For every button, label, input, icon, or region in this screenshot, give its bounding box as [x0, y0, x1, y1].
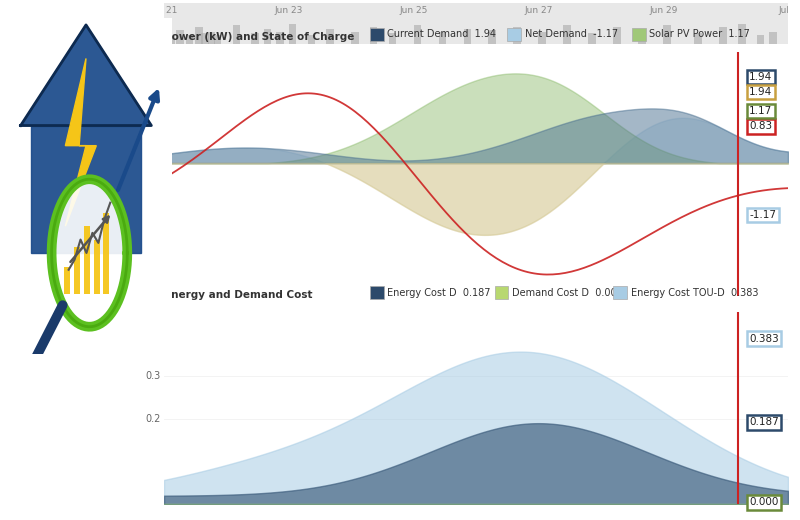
Text: Jun 25: Jun 25 [399, 6, 428, 15]
Bar [307, 35, 315, 44]
FancyBboxPatch shape [370, 286, 384, 300]
Text: Demand Cost D  0.000: Demand Cost D 0.000 [512, 288, 623, 298]
Text: Jun 27: Jun 27 [524, 6, 553, 15]
Polygon shape [31, 125, 141, 253]
Text: 0.383: 0.383 [750, 333, 779, 344]
Text: Energy Cost TOU-D  0.383: Energy Cost TOU-D 0.383 [630, 288, 758, 298]
Bar [208, 32, 215, 44]
Bar [614, 27, 621, 44]
Text: 1.94: 1.94 [750, 72, 773, 82]
Text: Jun 23: Jun 23 [274, 6, 303, 15]
Bar [264, 29, 271, 44]
Bar [489, 30, 496, 44]
Bar [538, 32, 546, 44]
Bar [326, 29, 334, 44]
Bar [167, 36, 174, 44]
Bar [738, 24, 746, 44]
Bar [719, 27, 727, 44]
Bar [251, 33, 259, 44]
Text: Energy and Demand Cost: Energy and Demand Cost [164, 291, 313, 301]
Bar [233, 25, 240, 44]
Bar [83, 227, 90, 294]
Bar [276, 32, 284, 44]
Text: 0.2: 0.2 [146, 414, 161, 424]
Bar [638, 32, 646, 44]
Bar [563, 25, 571, 44]
Bar [694, 33, 702, 44]
Polygon shape [66, 58, 96, 226]
Bar [770, 32, 777, 44]
Bar [94, 240, 99, 294]
Text: 0.83: 0.83 [750, 121, 773, 131]
Bar [463, 29, 471, 44]
Bar [757, 35, 764, 44]
FancyBboxPatch shape [494, 286, 509, 300]
Text: Power (kW) and State of Charge: Power (kW) and State of Charge [164, 32, 354, 42]
Text: 1.17: 1.17 [750, 106, 773, 116]
Text: Jul 1: Jul 1 [778, 6, 798, 15]
Bar [74, 246, 80, 294]
Polygon shape [52, 179, 127, 327]
Bar [414, 25, 421, 44]
Bar [663, 25, 670, 44]
Text: 0.000: 0.000 [750, 497, 778, 508]
Bar [514, 27, 521, 44]
Bar [389, 33, 396, 44]
Bar [103, 213, 110, 294]
Bar [438, 32, 446, 44]
Bar [214, 35, 222, 44]
Text: Energy Cost D  0.187: Energy Cost D 0.187 [387, 288, 491, 298]
Bar [195, 27, 202, 44]
Text: Solar PV Power  1.17: Solar PV Power 1.17 [650, 30, 750, 40]
Text: Jun 29: Jun 29 [649, 6, 678, 15]
FancyBboxPatch shape [632, 28, 646, 41]
FancyBboxPatch shape [507, 28, 521, 41]
Text: Current Demand  1.94: Current Demand 1.94 [387, 30, 496, 40]
Bar [289, 24, 296, 44]
Polygon shape [21, 25, 151, 125]
Text: -1.17: -1.17 [750, 210, 776, 220]
Bar [351, 32, 358, 44]
Text: 0.3: 0.3 [146, 371, 161, 381]
FancyBboxPatch shape [370, 28, 384, 41]
Bar [588, 33, 596, 44]
Text: 0.187: 0.187 [750, 418, 779, 427]
Bar [177, 30, 184, 44]
Text: Net Demand  -1.17: Net Demand -1.17 [525, 30, 618, 40]
Text: -3: -3 [151, 291, 161, 302]
FancyBboxPatch shape [614, 286, 627, 300]
Text: Jun 21: Jun 21 [150, 6, 178, 15]
Bar [202, 33, 209, 44]
Bar [64, 267, 70, 294]
Text: 1.94: 1.94 [750, 87, 773, 97]
Bar [370, 27, 378, 44]
Bar [186, 35, 194, 44]
